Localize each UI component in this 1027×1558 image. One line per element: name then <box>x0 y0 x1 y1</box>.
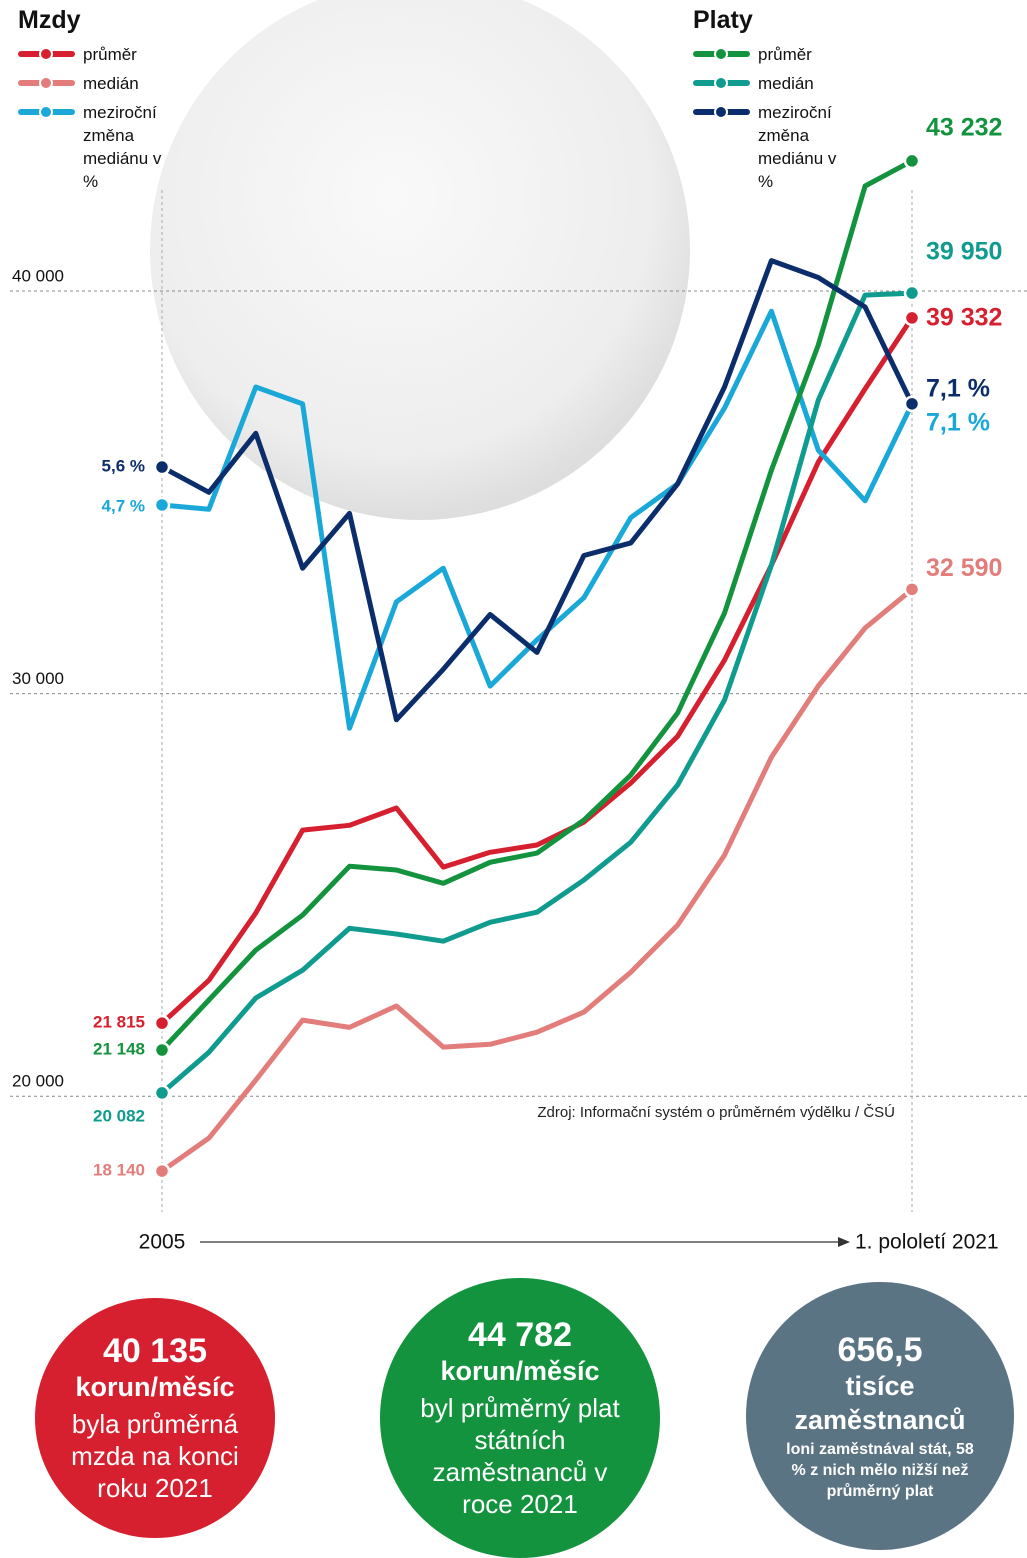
data-label: 39 950 <box>926 238 1002 266</box>
x-tick-label: 1. pololetí 2021 <box>855 1231 999 1254</box>
point-marker <box>905 397 919 411</box>
coin-background <box>150 0 690 520</box>
stat-value: 44 782 <box>468 1316 572 1354</box>
point-marker <box>905 154 919 168</box>
arrow-head <box>838 1237 850 1247</box>
legend-swatch <box>18 74 75 92</box>
legend-label: meziroční změna mediánu v % <box>83 101 169 193</box>
legend-entry: medián <box>693 72 844 95</box>
point-marker <box>905 582 919 596</box>
point-marker <box>905 311 919 325</box>
data-label: 21 815 <box>93 1013 145 1032</box>
data-label: 32 590 <box>926 554 1002 582</box>
legend-label: průměr <box>758 43 844 66</box>
stat-text: byla průměrná mzda na konci roku 2021 <box>55 1408 255 1504</box>
stat-unit: tisíce zaměstnanců <box>780 1369 980 1437</box>
legend-label: meziroční změna mediánu v % <box>758 101 844 193</box>
stat-unit: korun/měsíc <box>440 1354 599 1388</box>
point-marker <box>155 1043 169 1057</box>
stat-circle: 40 135 korun/měsíc byla průměrná mzda na… <box>35 1298 275 1538</box>
legend-swatch <box>693 74 750 92</box>
legend-entry: medián <box>18 72 169 95</box>
stat-value: 656,5 <box>837 1331 922 1369</box>
data-label: 43 232 <box>926 114 1002 142</box>
data-label: 18 140 <box>93 1161 145 1180</box>
data-label: 4,7 % <box>102 496 145 515</box>
stat-circle: 656,5 tisíce zaměstnanců loni zaměstnáva… <box>746 1282 1014 1550</box>
data-label: 7,1 % <box>926 408 990 436</box>
legend-entry: meziroční změna mediánu v % <box>18 101 169 193</box>
data-label: 21 148 <box>93 1039 145 1058</box>
point-marker <box>155 460 169 474</box>
legend-title: Platy <box>693 6 844 35</box>
legend-mzdy: Mzdy průměr medián meziroční změna mediánu … <box>18 6 169 199</box>
legend-entry: průměr <box>18 43 169 66</box>
point-marker <box>905 286 919 300</box>
stat-value: 40 135 <box>103 1332 207 1370</box>
legend-platy: Platy průměr medián meziroční změna mediánu… <box>693 6 844 199</box>
page: 20 000 30 000 40 000 2005 1. pololetí 2021 21… <box>0 0 1027 1552</box>
point-marker <box>155 1086 169 1100</box>
point-marker <box>155 1016 169 1030</box>
point-marker <box>155 498 169 512</box>
legend-label: medián <box>758 72 844 95</box>
data-label: 5,6 % <box>102 457 145 476</box>
legend-entry: meziroční změna mediánu v % <box>693 101 844 193</box>
stat-text: byl průměrný plat státních zaměstnanců v… <box>420 1392 620 1520</box>
stat-text: loni zaměstnával stát, 58 % z nich mělo … <box>785 1439 975 1502</box>
legend-swatch <box>18 45 75 63</box>
legend-entry: průměr <box>693 43 844 66</box>
x-tick-label: 2005 <box>139 1231 186 1254</box>
point-marker <box>155 1164 169 1178</box>
stat-circle: 44 782 korun/měsíc byl průměrný plat stá… <box>380 1278 660 1558</box>
data-label: 20 082 <box>93 1106 145 1125</box>
legend-swatch <box>693 45 750 63</box>
y-tick-label: 40 000 <box>12 267 64 286</box>
data-label: 39 332 <box>926 304 1002 332</box>
legend-label: průměr <box>83 43 169 66</box>
stat-unit: korun/měsíc <box>75 1370 234 1404</box>
source: Zdroj: Informační systém o průměrném výd… <box>537 1104 895 1121</box>
data-label: 7,1 % <box>926 374 990 402</box>
legend-swatch <box>18 103 75 121</box>
legend-swatch <box>693 103 750 121</box>
legend-label: medián <box>83 72 169 95</box>
y-tick-label: 30 000 <box>12 669 64 688</box>
y-tick-label: 20 000 <box>12 1072 64 1091</box>
legend-title: Mzdy <box>18 6 169 35</box>
